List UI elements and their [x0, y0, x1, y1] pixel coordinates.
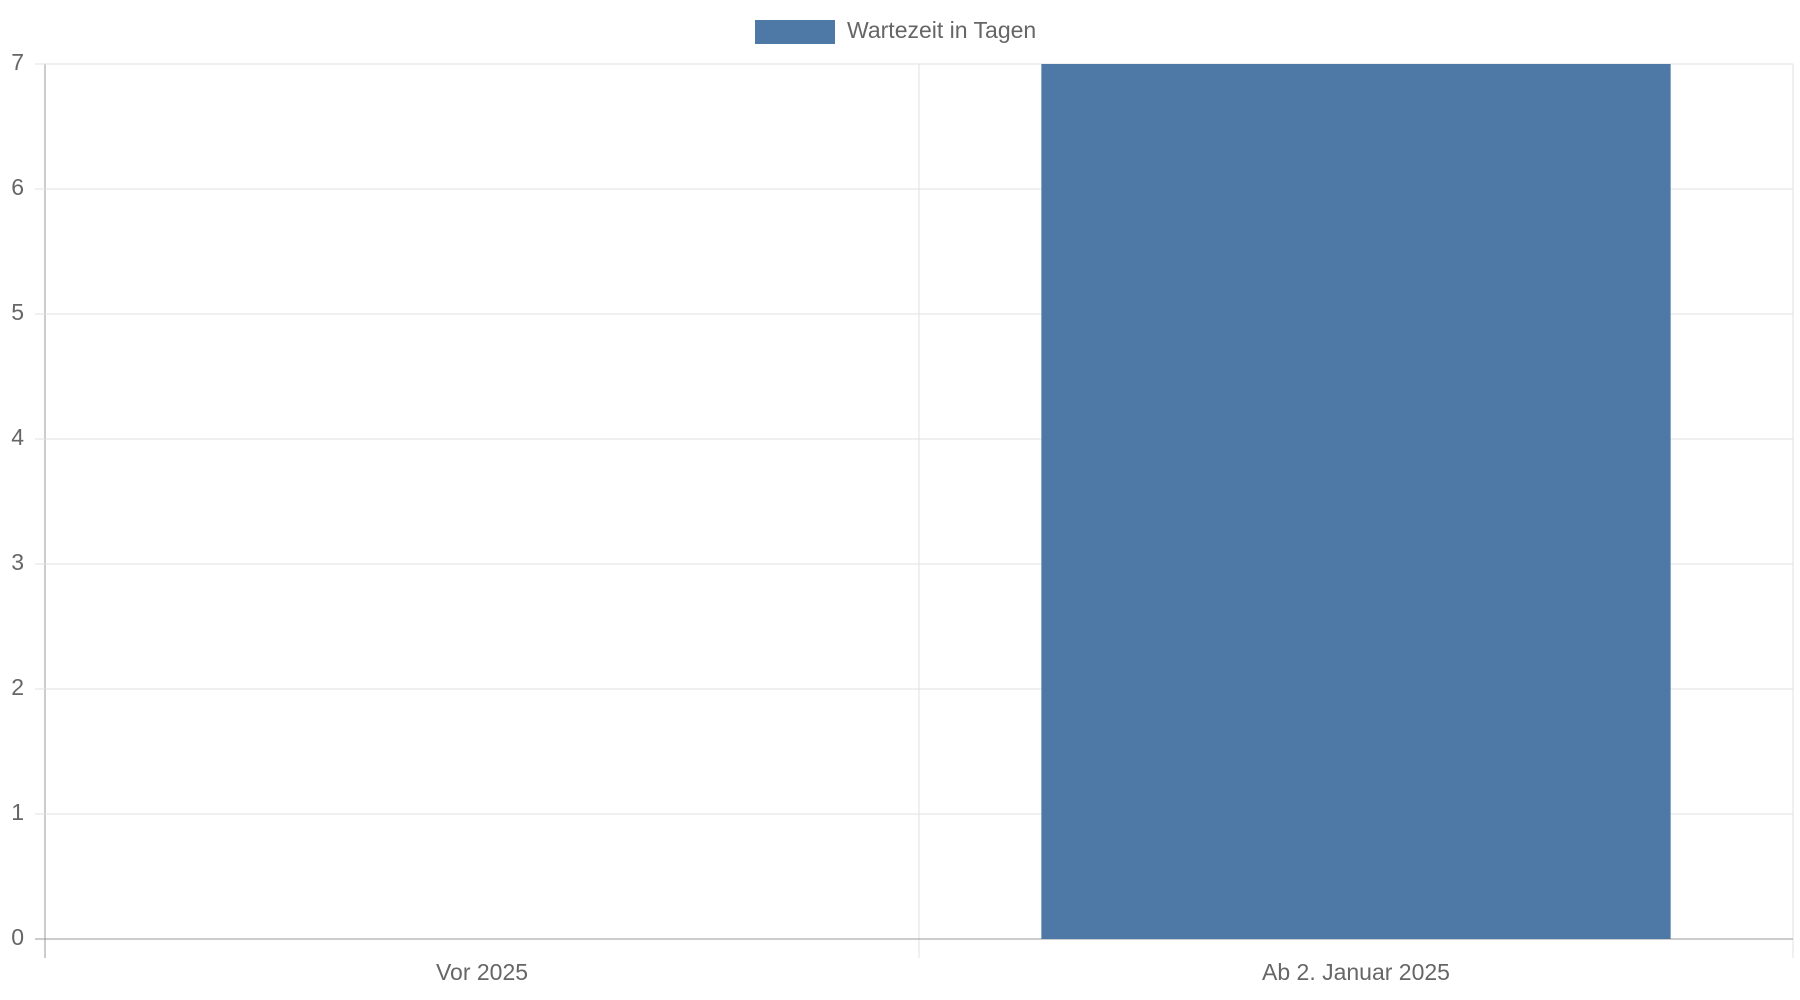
- bar: [1041, 64, 1671, 939]
- y-tick-label: 3: [11, 549, 24, 575]
- y-tick-label: 4: [11, 424, 24, 450]
- legend-label: Wartezeit in Tagen: [847, 17, 1036, 43]
- x-tick-label: Ab 2. Januar 2025: [1262, 959, 1450, 985]
- y-tick-label: 6: [11, 174, 24, 200]
- x-tick-label: Vor 2025: [436, 959, 528, 985]
- y-tick-label: 1: [11, 799, 24, 825]
- y-tick-label: 0: [11, 924, 24, 950]
- y-tick-label: 7: [11, 49, 24, 75]
- y-tick-label: 5: [11, 299, 24, 325]
- y-tick-label: 2: [11, 674, 24, 700]
- legend-swatch: [755, 20, 835, 44]
